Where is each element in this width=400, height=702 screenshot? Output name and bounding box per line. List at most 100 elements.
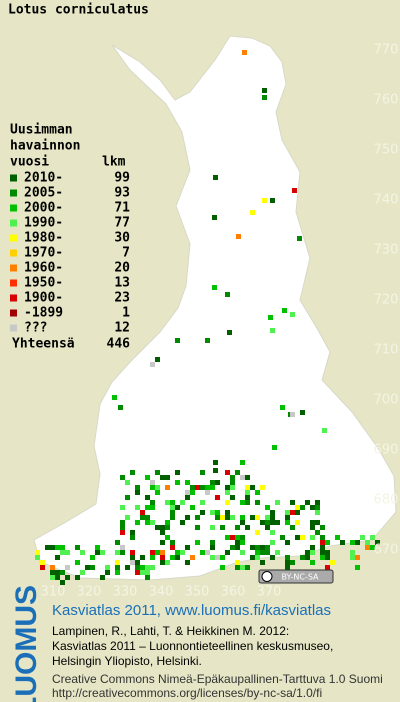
observation-square: [280, 405, 285, 410]
observation-square: [200, 470, 205, 475]
legend-label: 2000-: [24, 201, 63, 216]
observation-square: [120, 550, 125, 555]
observation-square: [225, 515, 230, 520]
observation-square: [240, 460, 245, 465]
observation-square: [190, 505, 195, 510]
observation-square: [155, 357, 160, 362]
logo: LUOMUS: [10, 585, 43, 702]
observation-square: [270, 328, 275, 333]
observation-square: [175, 555, 180, 560]
observation-square: [320, 525, 325, 530]
observation-square: [190, 555, 195, 560]
observation-square: [290, 560, 295, 565]
observation-square: [195, 515, 200, 520]
observation-square: [285, 565, 290, 570]
observation-square: [190, 485, 195, 490]
observation-square: [235, 545, 240, 550]
observation-square: [230, 535, 235, 540]
observation-square: [130, 550, 135, 555]
observation-square: [180, 550, 185, 555]
observation-square: [225, 510, 230, 515]
observation-square: [105, 565, 110, 570]
observation-square: [165, 485, 170, 490]
legend-label: 1990-: [24, 216, 63, 231]
observation-square: [320, 550, 325, 555]
observation-square: [262, 198, 267, 203]
observation-square: [55, 575, 60, 580]
observation-square: [295, 505, 300, 510]
observation-square: [160, 555, 165, 560]
observation-square: [240, 535, 245, 540]
observation-square: [220, 515, 225, 520]
observation-square: [185, 480, 190, 485]
y-tick-label: 730: [374, 243, 399, 258]
observation-square: [300, 535, 305, 540]
observation-square: [210, 545, 215, 550]
observation-square: [340, 540, 345, 545]
observation-square: [275, 500, 280, 505]
observation-square: [210, 485, 215, 490]
observation-square: [135, 505, 140, 510]
observation-square: [350, 550, 355, 555]
observation-square: [140, 570, 145, 575]
observation-square: [320, 555, 325, 560]
observation-square: [195, 525, 200, 530]
observation-square: [130, 560, 135, 565]
observation-square: [235, 560, 240, 565]
observation-square: [50, 570, 55, 575]
legend-swatch: [10, 234, 17, 242]
observation-square: [210, 525, 215, 530]
observation-square: [95, 550, 100, 555]
observation-square: [245, 525, 250, 530]
observation-square: [140, 565, 145, 570]
observation-square: [118, 405, 123, 410]
observation-square: [195, 540, 200, 545]
finland-outline: [33, 35, 397, 581]
observation-square: [365, 540, 370, 545]
observation-square: [265, 505, 270, 510]
observation-square: [150, 505, 155, 510]
observation-square: [240, 540, 245, 545]
observation-square: [120, 520, 125, 525]
observation-square: [195, 485, 200, 490]
legend-heading: Uusimman: [10, 123, 73, 138]
observation-square: [270, 555, 275, 560]
observation-square: [285, 520, 290, 525]
x-tick-label: 370: [257, 585, 282, 600]
observation-square: [310, 525, 315, 530]
observation-square: [175, 338, 180, 343]
badge-text: BY-NC-SA: [281, 573, 319, 582]
observation-square: [90, 555, 95, 560]
observation-square: [305, 555, 310, 560]
observation-square: [175, 505, 180, 510]
legend-swatch: [10, 249, 17, 257]
observation-square: [65, 550, 70, 555]
y-tick-label: 740: [374, 193, 399, 208]
observation-square: [200, 550, 205, 555]
observation-square: [315, 510, 320, 515]
observation-square: [230, 515, 235, 520]
legend-count: 93: [114, 186, 130, 201]
observation-square: [268, 315, 273, 320]
observation-square: [165, 560, 170, 565]
license: Creative Commons Nimeä-Epäkaupallinen-Ta…: [52, 672, 383, 686]
observation-square: [50, 565, 55, 570]
observation-square: [225, 485, 230, 490]
observation-square: [350, 555, 355, 560]
observation-square: [95, 545, 100, 550]
observation-square: [35, 550, 40, 555]
observation-square: [155, 485, 160, 490]
observation-square: [135, 565, 140, 570]
observation-square: [245, 500, 250, 505]
observation-square: [170, 500, 175, 505]
observation-square: [90, 565, 95, 570]
observation-square: [155, 525, 160, 530]
observation-square: [205, 550, 210, 555]
observation-square: [215, 510, 220, 515]
observation-square: [170, 510, 175, 515]
observation-square: [245, 565, 250, 570]
observation-square: [282, 308, 287, 313]
observation-square: [350, 540, 355, 545]
observation-square: [225, 292, 230, 297]
observation-square: [225, 470, 230, 475]
